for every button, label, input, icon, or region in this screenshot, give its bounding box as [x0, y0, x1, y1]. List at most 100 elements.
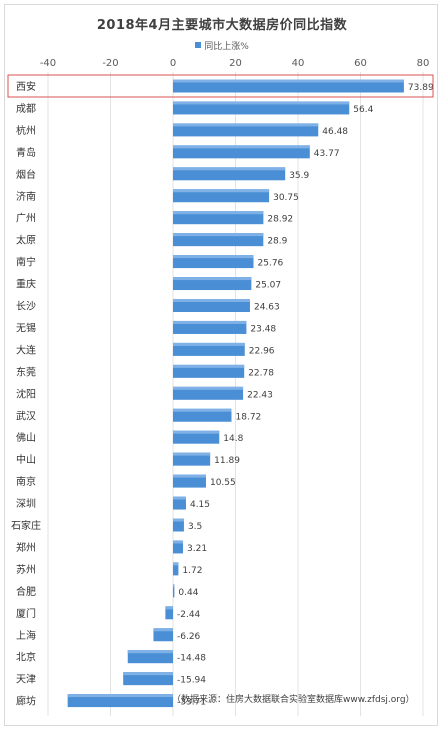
- data-label: -33.71: [177, 698, 206, 708]
- bar: [173, 145, 310, 159]
- category-label: 南京: [16, 475, 36, 488]
- bar: [153, 628, 173, 642]
- bar: [173, 167, 286, 181]
- bar: [173, 101, 350, 115]
- bar-highlight: [173, 255, 254, 259]
- bar-highlight: [173, 364, 245, 368]
- category-label: 佛山: [16, 431, 36, 444]
- bar: [173, 540, 184, 554]
- data-label: 25.07: [255, 281, 281, 291]
- bar: [127, 650, 173, 664]
- bar-highlight: [153, 628, 173, 632]
- bar-highlight: [173, 167, 286, 171]
- data-label: 10.55: [210, 478, 236, 488]
- bar-highlight: [173, 584, 175, 588]
- bar: [173, 386, 244, 400]
- data-label: 30.75: [273, 193, 299, 203]
- bar: [173, 452, 211, 466]
- category-label: 北京: [16, 651, 36, 664]
- bar: [173, 562, 179, 576]
- data-label: 23.48: [250, 324, 276, 334]
- category-label: 太原: [16, 234, 36, 247]
- category-label: 深圳: [16, 498, 36, 510]
- chart-title: 2018年4月主要城市大数据房价同比指数: [96, 18, 348, 33]
- bar-highlight: [173, 408, 232, 412]
- bar: [173, 364, 245, 378]
- data-label: 73.89: [408, 83, 434, 93]
- bar: [173, 430, 220, 444]
- data-label: 28.9: [267, 237, 287, 247]
- bar: [173, 211, 264, 225]
- bar-highlight: [127, 650, 173, 654]
- category-label: 中山: [16, 453, 36, 466]
- bar-highlight: [67, 694, 173, 698]
- bar: [173, 189, 270, 203]
- bar: [173, 496, 186, 510]
- category-label: 合肥: [16, 585, 36, 598]
- category-label: 武汉: [16, 409, 36, 422]
- highlight-box: [7, 74, 434, 98]
- legend-label: 同比上涨%: [204, 42, 249, 52]
- bar: [173, 320, 247, 334]
- category-label: 成都: [16, 103, 36, 115]
- legend: 同比上涨%: [0, 39, 444, 52]
- category-label: 无锡: [16, 321, 36, 334]
- category-label: 南宁: [16, 256, 36, 269]
- category-label: 东莞: [16, 365, 36, 378]
- bar: [173, 408, 232, 422]
- data-label: 46.48: [322, 127, 348, 137]
- bar-highlight: [173, 320, 247, 324]
- data-label: -15.94: [177, 676, 206, 686]
- x-tick-label: 20: [229, 58, 242, 69]
- data-label: 35.9: [289, 171, 309, 181]
- data-label: 22.78: [248, 368, 274, 378]
- bar-highlight: [173, 430, 220, 434]
- category-label: 大连: [16, 343, 36, 356]
- bar-highlight: [173, 277, 252, 281]
- data-label: 56.4: [353, 105, 373, 115]
- bar-highlight: [173, 518, 184, 522]
- bar-highlight: [173, 452, 211, 456]
- data-label: 3.5: [188, 522, 202, 532]
- bar: [123, 672, 173, 686]
- x-tick-label: 80: [417, 58, 430, 69]
- category-label: 重庆: [16, 278, 36, 291]
- data-label: 25.76: [258, 259, 284, 269]
- legend-swatch: [195, 42, 202, 48]
- source-note: （数据来源：住房大数据联合实验室数据库www.zfdsj.org）: [172, 695, 415, 705]
- bar-highlight: [173, 233, 264, 237]
- x-tick-label: -20: [102, 58, 118, 69]
- category-label: 广州: [16, 213, 36, 225]
- category-label: 厦门: [16, 607, 36, 620]
- category-label: 沈阳: [16, 387, 36, 400]
- bar-highlight: [173, 211, 264, 215]
- bar-highlight: [173, 299, 250, 302]
- bar-highlight: [173, 474, 206, 478]
- category-label: 长沙: [16, 301, 36, 313]
- bar: [165, 606, 173, 620]
- category-label: 上海: [16, 629, 36, 642]
- bar-highlight: [173, 386, 244, 390]
- chart-frame: [4, 4, 438, 726]
- bar-highlight: [173, 540, 184, 544]
- bar-highlight: [173, 496, 186, 500]
- category-label: 济南: [16, 190, 36, 203]
- data-label: 43.77: [314, 149, 340, 159]
- data-label: 4.15: [190, 500, 210, 510]
- data-label: 1.72: [182, 566, 202, 576]
- category-label: 青岛: [16, 146, 36, 159]
- bar: [173, 79, 404, 93]
- bar-highlight: [173, 189, 270, 193]
- x-tick-label: 40: [292, 58, 305, 69]
- data-label: 18.72: [236, 412, 262, 422]
- bar: [173, 299, 250, 312]
- data-label: -6.26: [177, 632, 201, 642]
- x-tick-label: -40: [40, 58, 56, 69]
- bar: [173, 277, 252, 291]
- bar-highlight: [173, 342, 245, 346]
- bar-highlight: [173, 79, 404, 83]
- category-label: 郑州: [16, 541, 36, 554]
- bar: [173, 255, 254, 269]
